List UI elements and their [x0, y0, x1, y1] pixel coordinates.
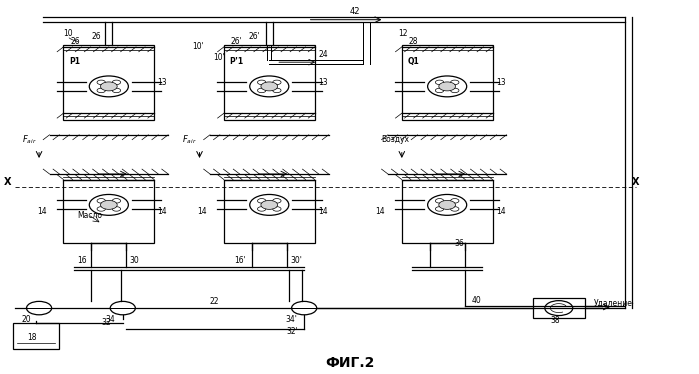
Circle shape	[89, 76, 129, 97]
Circle shape	[273, 199, 281, 203]
Text: 16: 16	[78, 257, 87, 266]
Circle shape	[113, 88, 121, 93]
Bar	[533, 298, 585, 318]
Text: ФИГ.2: ФИГ.2	[325, 356, 374, 370]
Circle shape	[101, 82, 117, 91]
Text: 10': 10'	[192, 42, 204, 51]
Text: 12: 12	[398, 29, 408, 38]
Circle shape	[257, 199, 266, 203]
Text: $F_{air}$: $F_{air}$	[22, 133, 36, 146]
Circle shape	[261, 82, 278, 91]
Circle shape	[451, 80, 459, 85]
Circle shape	[291, 301, 317, 315]
Circle shape	[428, 194, 467, 215]
Circle shape	[89, 194, 129, 215]
Text: 26: 26	[71, 37, 80, 46]
Circle shape	[435, 88, 444, 93]
Circle shape	[113, 199, 121, 203]
Text: 13: 13	[158, 78, 167, 87]
Text: 36: 36	[454, 239, 464, 248]
Text: 40: 40	[472, 295, 482, 304]
Text: 16': 16'	[234, 257, 246, 266]
Circle shape	[428, 76, 467, 97]
Text: 30': 30'	[290, 257, 302, 266]
Text: 14: 14	[496, 207, 505, 216]
Text: 14: 14	[158, 207, 167, 216]
Text: 26: 26	[92, 32, 101, 41]
Circle shape	[257, 88, 266, 93]
Text: $F_{air}$: $F_{air}$	[182, 133, 197, 146]
Circle shape	[439, 200, 456, 209]
Bar	[402, 180, 493, 243]
Text: 14: 14	[375, 207, 385, 216]
Text: 34: 34	[106, 315, 115, 324]
Circle shape	[257, 80, 266, 85]
Text: 32': 32'	[287, 327, 298, 336]
Text: 26': 26'	[231, 37, 243, 46]
Text: 24: 24	[318, 50, 328, 59]
Circle shape	[451, 199, 459, 203]
Text: 10: 10	[64, 29, 73, 38]
Circle shape	[27, 301, 52, 315]
Circle shape	[261, 200, 278, 209]
Bar	[64, 180, 154, 243]
Text: 10': 10'	[213, 53, 225, 62]
Text: 20: 20	[22, 315, 31, 324]
Text: 32: 32	[102, 318, 111, 327]
Text: 42: 42	[350, 7, 360, 16]
Circle shape	[273, 207, 281, 211]
Circle shape	[451, 207, 459, 211]
Circle shape	[101, 200, 117, 209]
Circle shape	[97, 88, 106, 93]
Circle shape	[545, 301, 572, 316]
Text: 28: 28	[409, 37, 418, 46]
Circle shape	[273, 80, 281, 85]
Circle shape	[451, 88, 459, 93]
Text: 26': 26'	[248, 32, 260, 41]
Text: Q1: Q1	[408, 56, 419, 65]
Text: 13: 13	[496, 78, 505, 87]
Circle shape	[113, 80, 121, 85]
Text: 18: 18	[27, 333, 36, 342]
Text: P’1: P’1	[229, 56, 244, 65]
Text: 14: 14	[37, 207, 47, 216]
Text: Воздух: Воздух	[381, 135, 409, 144]
Text: 22: 22	[210, 297, 219, 306]
Circle shape	[250, 76, 289, 97]
Circle shape	[435, 207, 444, 211]
Text: X: X	[4, 177, 12, 187]
Text: P1: P1	[69, 56, 80, 65]
Text: 38: 38	[551, 316, 560, 325]
Text: 34': 34'	[286, 315, 298, 324]
Circle shape	[97, 80, 106, 85]
Text: Масло: Масло	[78, 211, 103, 220]
Bar	[64, 45, 154, 120]
Text: 14: 14	[197, 207, 207, 216]
Circle shape	[435, 80, 444, 85]
Circle shape	[257, 207, 266, 211]
Text: Удаление: Удаление	[593, 299, 633, 308]
Text: 13: 13	[318, 78, 328, 87]
Circle shape	[97, 207, 106, 211]
Circle shape	[439, 82, 456, 91]
Bar	[402, 45, 493, 120]
Bar	[224, 45, 315, 120]
Circle shape	[435, 199, 444, 203]
Circle shape	[250, 194, 289, 215]
Circle shape	[113, 207, 121, 211]
Text: 30: 30	[130, 257, 140, 266]
Circle shape	[97, 199, 106, 203]
Text: X: X	[632, 177, 640, 187]
Bar	[224, 180, 315, 243]
Bar	[13, 323, 59, 349]
Circle shape	[273, 88, 281, 93]
Text: 14: 14	[318, 207, 328, 216]
Circle shape	[110, 301, 136, 315]
